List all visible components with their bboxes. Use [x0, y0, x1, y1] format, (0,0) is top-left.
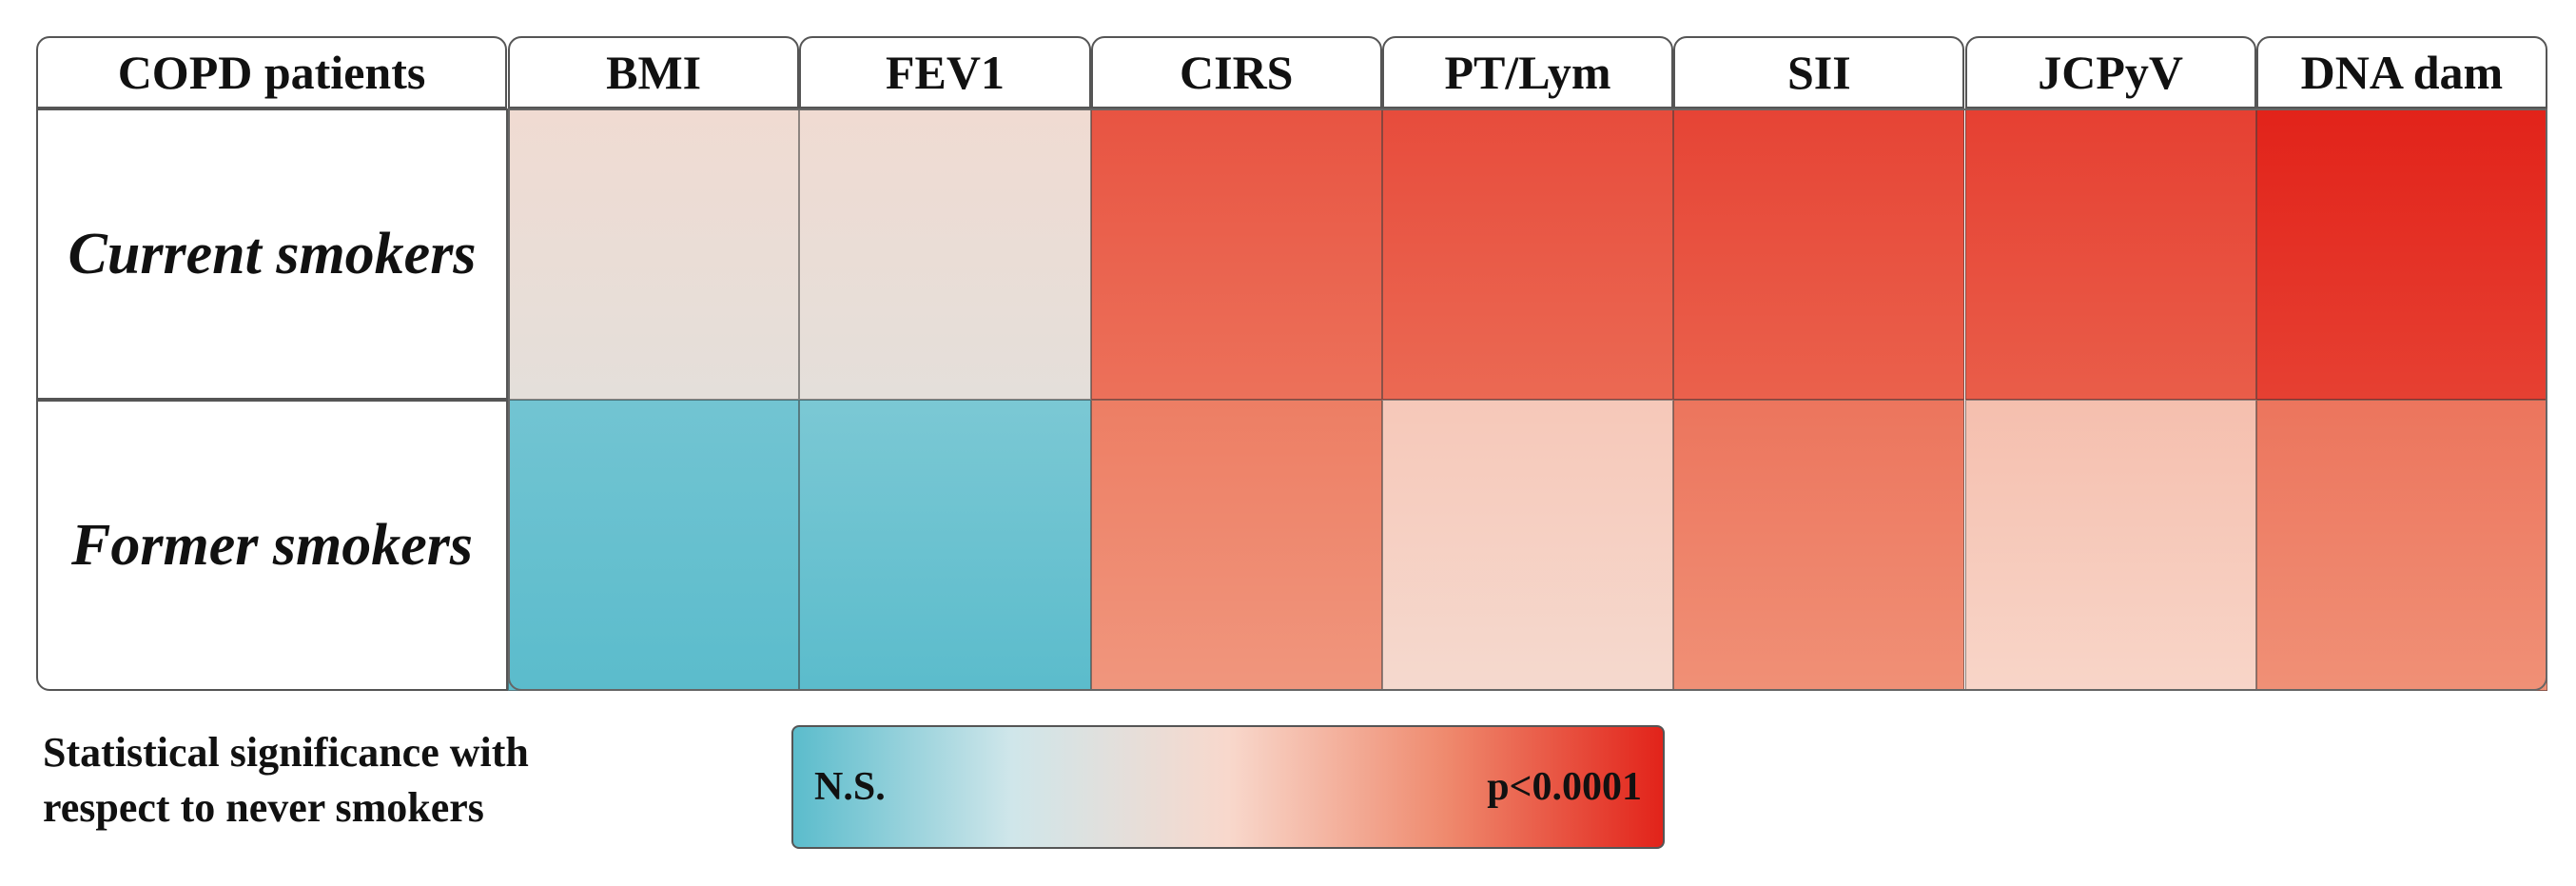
heatmap-cell-r1-c4	[1381, 108, 1674, 400]
heatmap-cell-r2-c1	[508, 400, 800, 691]
column-header-4: PT/Lym	[1381, 36, 1674, 108]
heatmap-cell-r2-c7	[2255, 400, 2548, 691]
legend-high-label: p<0.0001	[1487, 765, 1642, 809]
heatmap-cell-r1-c3	[1090, 108, 1382, 400]
legend-title-line-1: Statistical significance with	[43, 729, 529, 776]
row-label-1: Current smokers	[36, 108, 508, 400]
heatmap-cell-r1-c2	[799, 108, 1091, 400]
heatmap-cell-r2-c6	[1964, 400, 2256, 691]
column-header-6: JCPyV	[1964, 36, 2256, 108]
column-header-3: CIRS	[1090, 36, 1382, 108]
legend-low-label: N.S.	[814, 765, 886, 809]
heatmap-cell-r1-c5	[1673, 108, 1965, 400]
legend-title: Statistical significance with respect to…	[43, 725, 529, 836]
heatmap-cell-r1-c1	[508, 108, 800, 400]
heatmap-cell-r2-c4	[1381, 400, 1674, 691]
heatmap-cell-r2-c2	[799, 400, 1091, 691]
heatmap-cell-r1-c7	[2255, 108, 2548, 400]
legend-title-line-2: respect to never smokers	[43, 784, 484, 831]
row-label-2: Former smokers	[36, 400, 508, 691]
heatmap-cell-r2-c5	[1673, 400, 1965, 691]
column-header-5: SII	[1673, 36, 1965, 108]
column-header-7: DNA dam	[2255, 36, 2548, 108]
heatmap-cell-r1-c6	[1964, 108, 2256, 400]
column-header-2: FEV1	[799, 36, 1091, 108]
corner-header: COPD patients	[36, 36, 507, 108]
legend-colorbar: N.S. p<0.0001	[791, 725, 1665, 849]
column-header-1: BMI	[508, 36, 800, 108]
heatmap-cell-r2-c3	[1090, 400, 1382, 691]
